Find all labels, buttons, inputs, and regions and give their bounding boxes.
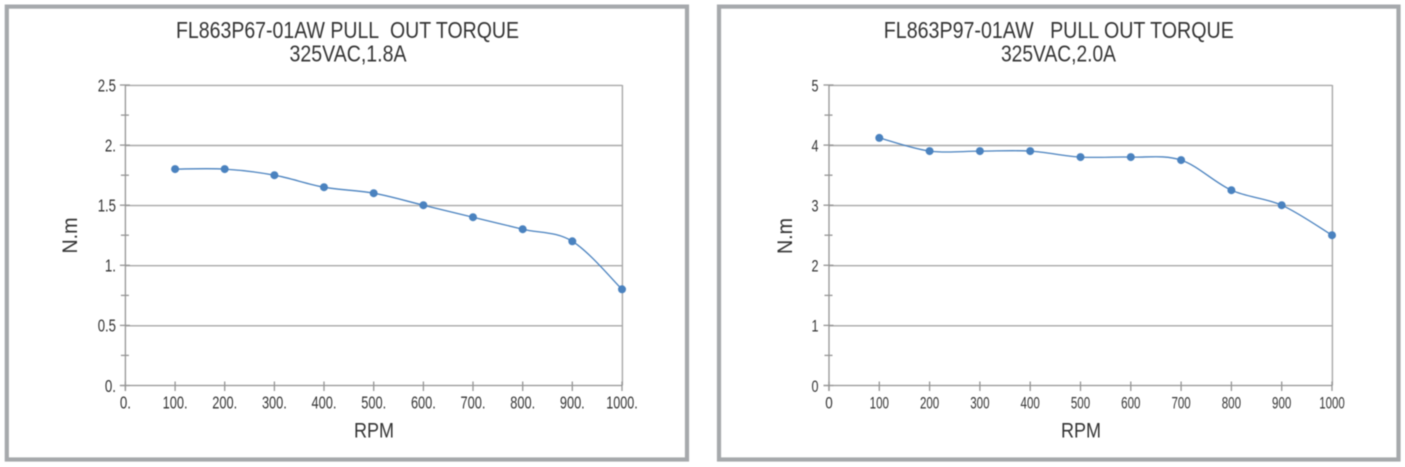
svg-text:100.: 100. xyxy=(163,393,188,413)
svg-text:0.: 0. xyxy=(120,393,131,413)
svg-text:N.m: N.m xyxy=(59,218,82,254)
svg-text:500.: 500. xyxy=(361,393,386,413)
svg-text:FL863P97-01AW PULL OUT TORQU: FL863P97-01AW PULL OUT TORQUE xyxy=(884,17,1234,43)
svg-text:2: 2 xyxy=(812,258,819,276)
svg-text:5: 5 xyxy=(812,77,819,95)
svg-text:N.m: N.m xyxy=(774,218,797,254)
svg-text:800.: 800. xyxy=(510,393,535,413)
svg-text:600: 600 xyxy=(1121,395,1140,413)
svg-text:2.: 2. xyxy=(105,135,116,155)
svg-text:400: 400 xyxy=(1021,395,1040,413)
svg-text:1.: 1. xyxy=(105,256,116,276)
svg-text:RPM: RPM xyxy=(1061,420,1101,443)
svg-text:200: 200 xyxy=(920,395,939,413)
svg-text:1: 1 xyxy=(812,318,819,336)
svg-text:325VAC,1.8A: 325VAC,1.8A xyxy=(290,41,407,67)
svg-text:FL863P67-01AW PULL OUT TORQUE: FL863P67-01AW PULL OUT TORQUE xyxy=(176,17,519,43)
svg-text:1.5: 1.5 xyxy=(98,196,116,216)
svg-text:1000.: 1000. xyxy=(606,393,638,413)
svg-text:300.: 300. xyxy=(262,393,287,413)
svg-text:1000: 1000 xyxy=(1319,395,1345,413)
svg-text:300: 300 xyxy=(970,395,989,413)
svg-text:400.: 400. xyxy=(312,393,337,413)
svg-text:325VAC,2.0A: 325VAC,2.0A xyxy=(1001,41,1116,67)
svg-text:0: 0 xyxy=(825,395,833,413)
svg-text:100: 100 xyxy=(870,395,889,413)
svg-text:0.5: 0.5 xyxy=(98,316,116,336)
svg-text:0.: 0. xyxy=(105,376,116,396)
svg-text:800: 800 xyxy=(1222,395,1241,413)
svg-text:RPM: RPM xyxy=(354,420,394,443)
svg-text:700.: 700. xyxy=(461,393,486,413)
svg-text:4: 4 xyxy=(812,137,819,155)
svg-text:600.: 600. xyxy=(411,393,436,413)
svg-text:700: 700 xyxy=(1171,395,1190,413)
svg-text:200.: 200. xyxy=(212,393,237,413)
svg-text:500: 500 xyxy=(1071,395,1090,413)
svg-text:0: 0 xyxy=(812,378,819,396)
svg-text:3: 3 xyxy=(812,198,819,216)
svg-text:900.: 900. xyxy=(560,393,585,413)
svg-text:2.5: 2.5 xyxy=(98,75,116,95)
svg-text:900: 900 xyxy=(1272,395,1291,413)
